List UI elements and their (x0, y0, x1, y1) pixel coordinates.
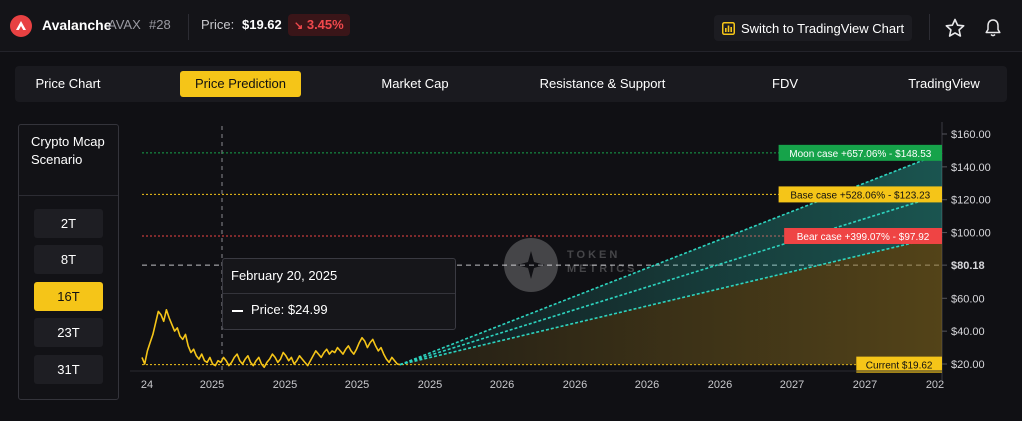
price-label: Price: (201, 17, 235, 32)
header-divider (929, 14, 930, 40)
y-tick-label: $160.00 (951, 129, 991, 141)
x-tick-label: 2026 (563, 379, 587, 391)
y-tick-label: $100.00 (951, 228, 991, 240)
tooltip-series-swatch (232, 310, 243, 312)
scenario-option-16t[interactable]: 16T (34, 282, 103, 311)
x-tick-label: 2025 (273, 379, 297, 391)
scenario-option-23t[interactable]: 23T (34, 318, 103, 347)
price-change-badge: ↘ 3.45% (288, 14, 350, 36)
token-metrics-watermark-icon (504, 238, 558, 292)
x-tick-label: 202 (926, 379, 944, 391)
x-tick-label: 2027 (780, 379, 804, 391)
header-divider (188, 14, 189, 40)
switch-tradingview-label: Switch to TradingView Chart (741, 20, 905, 36)
down-arrow-icon: ↘ (294, 20, 304, 32)
y-tick-label: $140.00 (951, 162, 991, 174)
coin-name: Avalanche (42, 17, 112, 33)
price-prediction-chart[interactable]: $160.00 $140.00 $120.00 $100.00 $80.18 $60.00… (130, 118, 1018, 400)
price-change-value: 3.45% (306, 17, 344, 32)
x-tick-label: 2027 (853, 379, 877, 391)
scenario-option-31t[interactable]: 31T (34, 355, 103, 384)
moon-case-label: Moon case +657.06% - $148.53 (778, 144, 942, 161)
tab-resistance-support[interactable]: Resistance & Support (539, 76, 666, 91)
tooltip-price: Price: $24.99 (251, 302, 328, 317)
tab-price-chart[interactable]: Price Chart (35, 76, 101, 91)
svg-text:Bear case +399.07% - $97.92: Bear case +399.07% - $97.92 (797, 232, 930, 243)
x-tick-label: 24 (141, 379, 153, 391)
switch-tradingview-button[interactable]: Switch to TradingView Chart (714, 15, 913, 41)
base-case-label: Base case +528.06% - $123.23 (778, 186, 942, 203)
coin-rank: #28 (149, 17, 171, 32)
x-tick-label: 2026 (708, 379, 732, 391)
chart-tooltip: February 20, 2025 Price: $24.99 (222, 258, 456, 330)
scenario-option-8t[interactable]: 8T (34, 245, 103, 274)
tab-fdv[interactable]: FDV (772, 76, 798, 91)
x-tick-label: 2025 (418, 379, 442, 391)
scenario-option-2t[interactable]: 2T (34, 209, 103, 238)
moon-projection-line (399, 152, 943, 366)
avalanche-logo-icon (10, 15, 32, 37)
section-tabs: Price Chart Price Prediction Market Cap … (15, 66, 1007, 102)
tooltip-date: February 20, 2025 (231, 268, 338, 283)
bell-icon[interactable] (982, 17, 1004, 39)
coin-symbol: AVAX (108, 17, 141, 32)
star-icon[interactable] (944, 17, 966, 39)
watermark-text: TOKEN METRICS (567, 249, 638, 275)
y-tick-label: $60.00 (951, 293, 985, 305)
tab-tradingview[interactable]: TradingView (908, 76, 980, 91)
chart-icon (722, 21, 735, 35)
top-header: Avalanche AVAX #28 Price: $19.62 ↘ 3.45%… (0, 0, 1022, 52)
tab-market-cap[interactable]: Market Cap (381, 76, 449, 91)
y-tick-label: $120.00 (951, 195, 991, 207)
historical-price-line (141, 309, 401, 369)
tab-price-prediction[interactable]: Price Prediction (180, 71, 301, 97)
mcap-scenario-panel: Crypto Mcap Scenario 2T 8T 16T 23T 31T (18, 124, 119, 400)
current-price-label: Current $19.62 (856, 356, 942, 373)
scenario-divider (19, 195, 118, 196)
y-tick-label: $20.00 (951, 359, 985, 371)
tooltip-divider (223, 293, 455, 294)
x-tick-label: 2026 (490, 379, 514, 391)
x-tick-label: 2025 (345, 379, 369, 391)
svg-text:Moon case +657.06% - $148.53: Moon case +657.06% - $148.53 (789, 149, 931, 160)
svg-text:Current $19.62: Current $19.62 (866, 361, 933, 372)
x-tick-label: 2026 (635, 379, 659, 391)
y-tick-label: $80.18 (951, 260, 985, 272)
bear-projection-line (399, 235, 943, 366)
x-tick-label: 2025 (200, 379, 224, 391)
price-value: $19.62 (242, 17, 282, 32)
y-tick-label: $40.00 (951, 326, 985, 338)
scenario-title: Crypto Mcap Scenario (31, 134, 105, 167)
bear-case-label: Bear case +399.07% - $97.92 (784, 227, 942, 244)
svg-text:Base case +528.06% - $123.23: Base case +528.06% - $123.23 (790, 190, 930, 201)
